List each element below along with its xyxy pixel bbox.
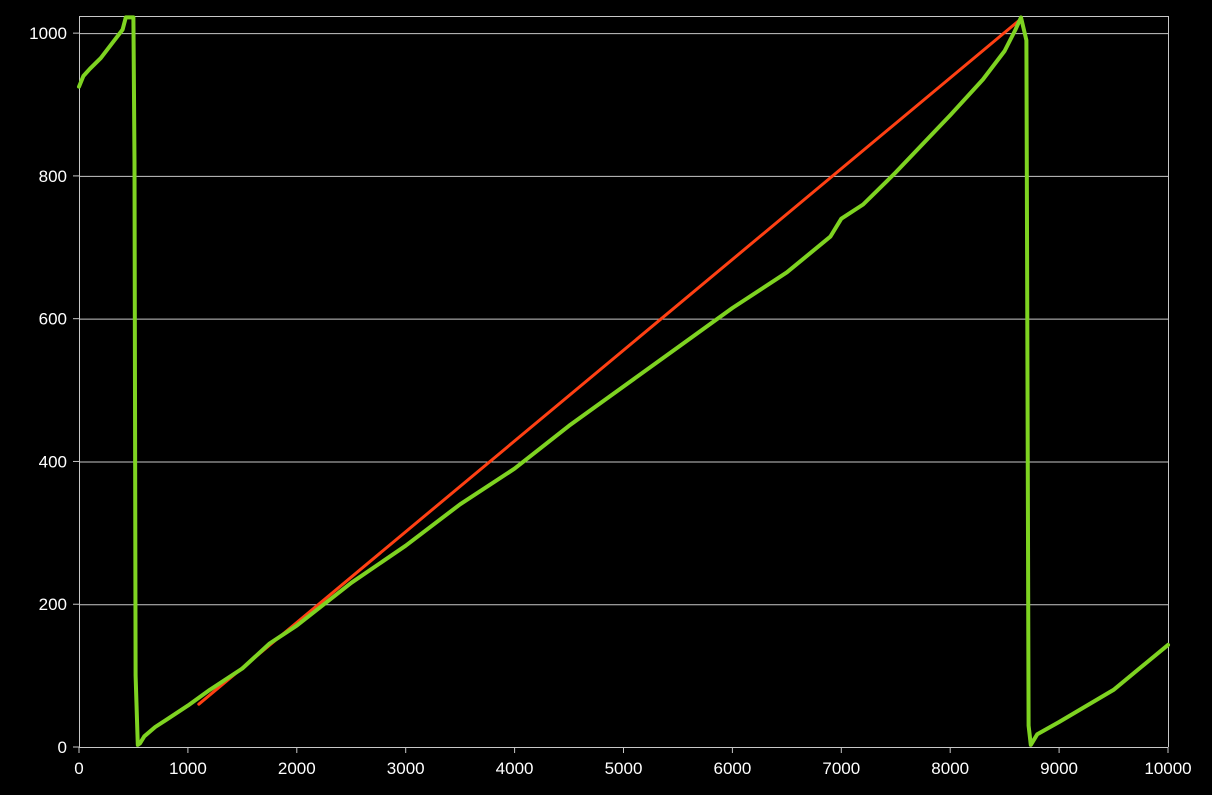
x-tick-label-8000: 8000 bbox=[931, 759, 969, 778]
x-tick-label-7000: 7000 bbox=[822, 759, 860, 778]
x-tick-label-1000: 1000 bbox=[169, 759, 207, 778]
y-tick-label-1000: 1000 bbox=[29, 24, 67, 43]
y-tick-label-200: 200 bbox=[39, 595, 67, 614]
x-tick-label-5000: 5000 bbox=[605, 759, 643, 778]
series-line-red bbox=[197, 17, 1023, 706]
x-tick-label-9000: 9000 bbox=[1040, 759, 1078, 778]
y-tick-label-600: 600 bbox=[39, 310, 67, 329]
axes bbox=[73, 16, 1169, 753]
grid bbox=[79, 33, 1168, 606]
y-tick-label-0: 0 bbox=[58, 738, 67, 757]
x-tick-labels: 0 1000 2000 3000 4000 5000 6000 7000 8000 9000 100… bbox=[74, 759, 1191, 778]
x-tick-label-2000: 2000 bbox=[278, 759, 316, 778]
series-layer bbox=[77, 15, 1170, 747]
x-tick-label-3000: 3000 bbox=[387, 759, 425, 778]
x-tick-label-6000: 6000 bbox=[713, 759, 751, 778]
x-tick-label-10000: 10000 bbox=[1144, 759, 1191, 778]
y-tick-label-800: 800 bbox=[39, 167, 67, 186]
series-line-green bbox=[77, 15, 1170, 747]
x-tick-label-0: 0 bbox=[74, 759, 83, 778]
y-tick-labels: 0 200 400 600 800 1000 bbox=[29, 24, 67, 757]
x-tick-label-4000: 4000 bbox=[496, 759, 534, 778]
y-tick-label-400: 400 bbox=[39, 452, 67, 471]
